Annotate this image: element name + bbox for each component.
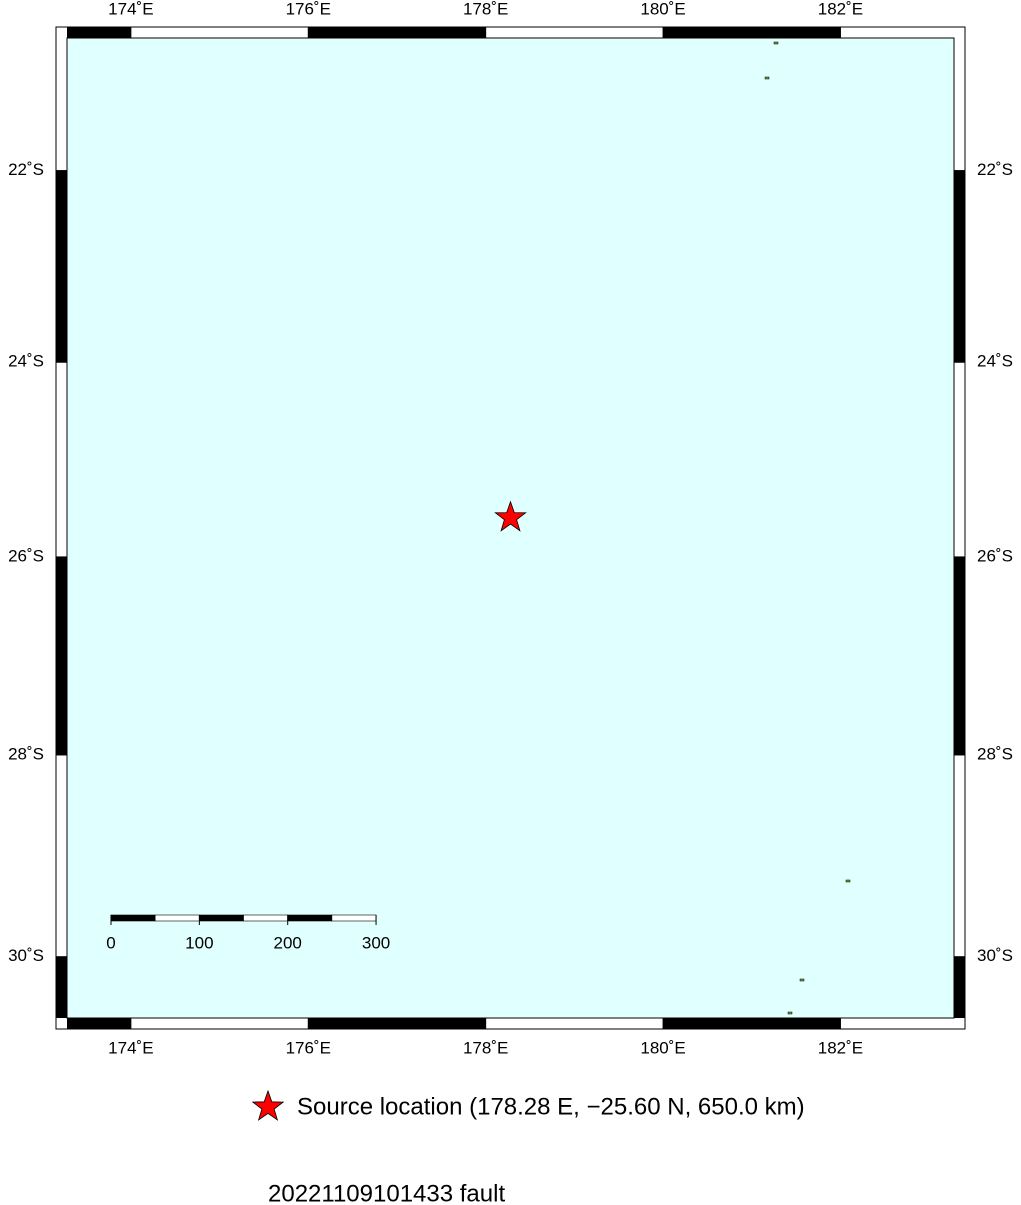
scale-segment: [199, 914, 244, 922]
scale-segment: [154, 914, 200, 922]
frame-segment: [663, 27, 841, 38]
y-tick-label: 26˚S: [8, 546, 44, 565]
legend-label: Source location (178.28 E, −25.60 N, 650…: [297, 1093, 805, 1120]
x-tick-label: 176˚E: [286, 1038, 331, 1057]
x-tick-label: 180˚E: [640, 1038, 685, 1057]
frame-segment: [56, 956, 67, 1018]
x-tick-label: 180˚E: [640, 0, 685, 18]
frame-segment: [67, 1018, 131, 1029]
y-tick-label: 28˚S: [8, 744, 44, 763]
y-tick-label: 24˚S: [977, 352, 1013, 371]
frame-segment: [56, 556, 67, 755]
frame-segment: [954, 170, 965, 363]
frame-segment: [954, 956, 965, 1018]
frame-segment: [663, 1018, 841, 1029]
scale-label: 100: [185, 933, 213, 952]
x-tick-label: 174˚E: [108, 0, 153, 18]
scale-segment: [110, 914, 156, 922]
island: [787, 1011, 793, 1015]
scale-label: 200: [274, 933, 302, 952]
island: [845, 879, 851, 883]
scale-label: 0: [106, 933, 115, 952]
frame-segment: [67, 27, 131, 38]
frame-segment: [954, 556, 965, 755]
y-tick-label: 30˚S: [977, 946, 1013, 965]
y-tick-label: 22˚S: [977, 160, 1013, 179]
x-tick-label: 178˚E: [463, 0, 508, 18]
island: [773, 41, 779, 45]
frame-segment: [308, 27, 486, 38]
x-tick-label: 174˚E: [108, 1038, 153, 1057]
title: 20221109101433 fault: [268, 1180, 505, 1205]
y-tick-label: 24˚S: [8, 352, 44, 371]
water: [66, 37, 955, 1019]
y-tick-label: 28˚S: [977, 744, 1013, 763]
scale-segment: [243, 914, 289, 922]
scale-segment: [287, 914, 333, 922]
y-tick-label: 22˚S: [8, 160, 44, 179]
x-tick-label: 182˚E: [818, 0, 863, 18]
island: [799, 978, 805, 982]
scale-segment: [331, 914, 377, 922]
frame-segment: [308, 1018, 486, 1029]
scale-label: 300: [362, 933, 390, 952]
x-tick-label: 176˚E: [286, 0, 331, 18]
legend-symbol: [251, 1089, 285, 1121]
x-tick-label: 182˚E: [818, 1038, 863, 1057]
frame-segment: [56, 170, 67, 363]
y-tick-label: 26˚S: [977, 546, 1013, 565]
island: [764, 76, 770, 80]
y-tick-label: 30˚S: [8, 946, 44, 965]
source-marker: [494, 500, 527, 532]
x-tick-label: 178˚E: [463, 1038, 508, 1057]
